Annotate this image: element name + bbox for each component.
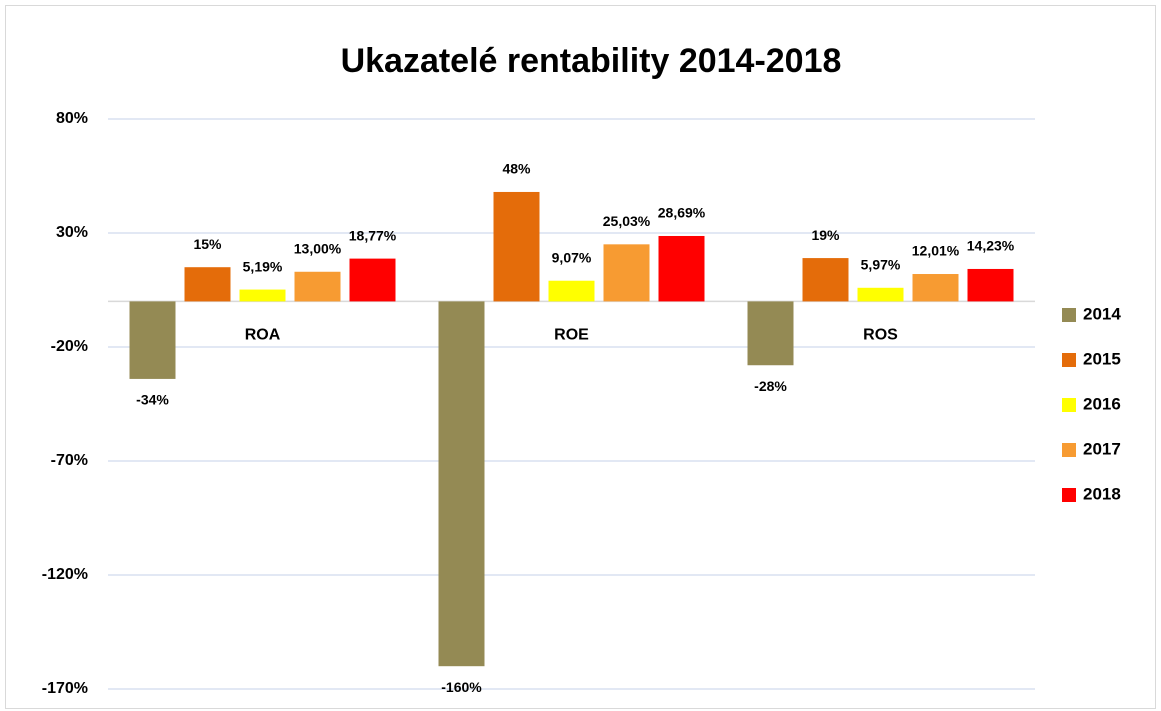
bar (294, 271, 341, 302)
value-label: 5,97% (861, 256, 901, 272)
legend-label: 2014 (1083, 304, 1121, 323)
y-tick-label: -170% (42, 680, 88, 697)
category-label: ROE (554, 327, 589, 344)
bar (658, 235, 705, 302)
bar (548, 280, 595, 302)
legend-swatch (1062, 353, 1076, 367)
value-label: 13,00% (294, 240, 342, 256)
value-label: 28,69% (658, 205, 706, 221)
value-label: 5,19% (243, 258, 283, 274)
bar (184, 267, 231, 302)
y-tick-label: -70% (51, 452, 88, 469)
category-label: ROA (245, 327, 281, 344)
bar (967, 268, 1014, 302)
legend-label: 2017 (1083, 439, 1121, 458)
y-tick-label: -20% (51, 338, 88, 355)
bar (802, 258, 849, 302)
value-label: 18,77% (349, 227, 397, 243)
legend-label: 2018 (1083, 484, 1121, 503)
legend-swatch (1062, 398, 1076, 412)
value-label: 14,23% (967, 238, 1015, 254)
bar (239, 289, 286, 302)
legend-swatch (1062, 443, 1076, 457)
bar (747, 301, 794, 366)
bar (493, 191, 540, 302)
value-label: -34% (136, 392, 169, 408)
bar (857, 287, 904, 302)
chart-border (5, 5, 1156, 709)
legend-swatch (1062, 488, 1076, 502)
value-label: 48% (502, 161, 531, 177)
value-label: -28% (754, 378, 787, 394)
y-tick-label: -120% (42, 566, 88, 583)
legend-label: 2015 (1083, 349, 1121, 368)
bar (129, 301, 176, 379)
value-label: 9,07% (552, 249, 592, 265)
legend-swatch (1062, 308, 1076, 322)
legend-label: 2016 (1083, 394, 1121, 413)
chart-title: Ukazatelé rentability 2014-2018 (341, 42, 842, 80)
value-label: 25,03% (603, 213, 651, 229)
y-tick-label: 80% (56, 110, 88, 127)
value-label: 19% (811, 227, 840, 243)
bar (349, 258, 396, 302)
bar (603, 244, 650, 302)
value-label: 15% (193, 236, 222, 252)
bar (438, 301, 485, 667)
value-label: -160% (441, 679, 482, 695)
bar (912, 274, 959, 302)
value-label: 12,01% (912, 243, 960, 259)
category-label: ROS (863, 327, 898, 344)
y-tick-label: 30% (56, 224, 88, 241)
